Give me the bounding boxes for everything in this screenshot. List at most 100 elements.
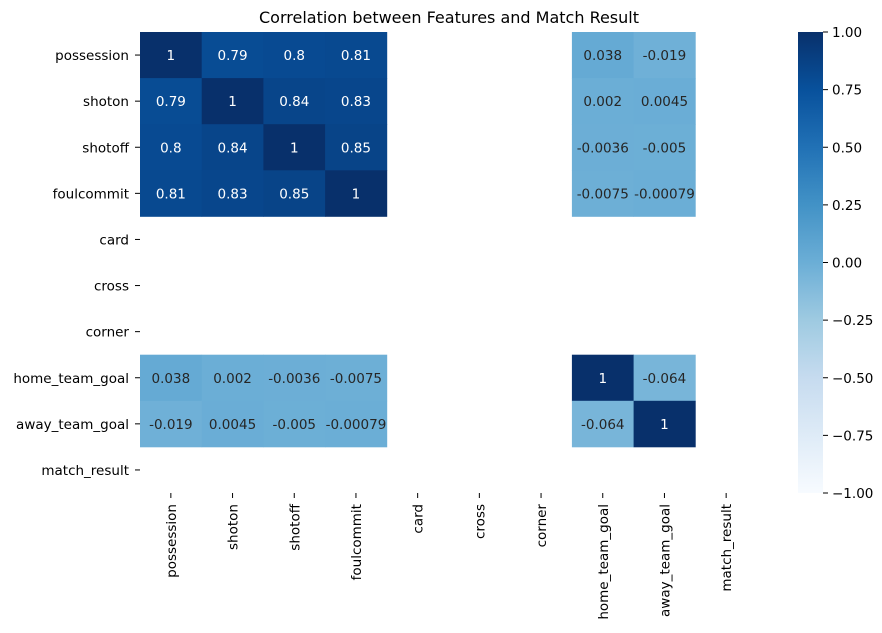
cell-annotation: 1 — [660, 417, 669, 433]
row-tick-label: home_team_goal — [13, 371, 129, 387]
cell-annotation: -0.019 — [149, 417, 193, 433]
heatmap-cell — [633, 124, 696, 171]
cell-annotation: 0.8 — [284, 48, 305, 64]
heatmap-cell — [325, 78, 388, 125]
cell-annotation: 0.79 — [156, 94, 186, 110]
colorbar: 1.00 0.75 0.50 0.25 0.00 −0.25 −0.50 −0.75 −1.00 — [798, 25, 873, 502]
heatmap-cell — [140, 354, 203, 402]
column-tick-label: possession — [164, 504, 180, 578]
cell-annotation: 0.0045 — [641, 94, 688, 110]
heatmap-cell — [263, 124, 326, 171]
column-tick-label: away_team_goal — [657, 504, 673, 617]
heatmap-cell — [263, 78, 326, 125]
heatmap-cell — [325, 32, 388, 79]
colorbar-ticks: 1.00 0.75 0.50 0.25 0.00 −0.25 −0.50 −0.75 −1.00 — [823, 25, 873, 502]
heatmap-cell — [140, 400, 203, 448]
cell-annotation: 0.0045 — [209, 417, 256, 433]
heatmap-cell — [571, 170, 634, 217]
heatmap-cell — [633, 170, 696, 217]
colorbar-tick-label: 1.00 — [832, 25, 862, 41]
cell-annotation: -0.005 — [272, 417, 316, 433]
heatmap-cell — [201, 170, 264, 217]
cell-annotation: 0.84 — [218, 140, 248, 156]
row-tick-label: possession — [55, 48, 129, 64]
cell-annotation: 0.84 — [279, 94, 309, 110]
colorbar-tick-label: 0.75 — [832, 83, 862, 99]
row-tick-label: card — [99, 232, 129, 248]
cell-annotation: 0.81 — [156, 186, 186, 202]
colorbar-tick-label: 0.25 — [832, 198, 862, 214]
cell-annotation: 0.85 — [279, 186, 309, 202]
colorbar-tick-label: −0.50 — [832, 371, 873, 387]
cell-annotation: -0.0036 — [268, 371, 320, 387]
cell-annotation: 0.85 — [341, 140, 371, 156]
cell-annotation: 1 — [167, 48, 176, 64]
cell-annotation: 1 — [228, 94, 237, 110]
heatmap-cell — [140, 170, 203, 217]
cell-annotation: -0.0036 — [577, 140, 629, 156]
heatmap-cell — [325, 354, 388, 402]
column-tick-label: cross — [472, 504, 488, 539]
colorbar-tick-label: 0.50 — [832, 140, 862, 156]
cell-annotation: 0.81 — [341, 48, 371, 64]
cell-annotation: 0.002 — [213, 371, 252, 387]
cell-annotation: -0.005 — [643, 140, 687, 156]
cell-annotation: 0.8 — [160, 140, 181, 156]
cell-annotation: 0.83 — [218, 186, 248, 202]
column-tick-label: foulcommit — [349, 504, 365, 580]
heatmap-cell — [263, 400, 326, 448]
colorbar-tick-label: 0.00 — [832, 256, 862, 272]
column-tick-label: match_result — [719, 504, 735, 592]
cell-annotation: 0.038 — [152, 371, 191, 387]
heatmap-cell — [571, 400, 634, 448]
heatmap-cell — [201, 400, 264, 448]
row-tick-label: foulcommit — [53, 186, 129, 202]
cell-annotation: -0.019 — [643, 48, 687, 64]
heatmap-cell — [140, 78, 203, 125]
heatmap-cell — [201, 32, 264, 79]
row-tick-label: shotoff — [82, 140, 129, 156]
colorbar-tick-label: −0.75 — [832, 428, 873, 444]
cell-annotation: 1 — [290, 140, 299, 156]
cell-annotation: -0.064 — [581, 417, 625, 433]
column-tick-label: shotoff — [287, 503, 303, 550]
heatmap-cell — [263, 32, 326, 79]
chart-title: Correlation between Features and Match R… — [259, 8, 639, 27]
column-tick-label: home_team_goal — [596, 504, 612, 620]
colorbar-tick-label: −0.25 — [832, 313, 873, 329]
column-tick-label: shoton — [226, 504, 242, 550]
column-tick-label: card — [411, 504, 427, 534]
heatmap-cell — [325, 400, 388, 448]
cell-annotation: 1 — [598, 371, 607, 387]
heatmap-cell — [571, 124, 634, 171]
heatmap-cell — [201, 124, 264, 171]
cell-annotation: 0.002 — [583, 94, 622, 110]
heatmap-cell — [571, 78, 634, 125]
heatmap-cell — [633, 78, 696, 125]
row-tick-label: corner — [86, 325, 130, 341]
cell-annotation: 0.83 — [341, 94, 371, 110]
heatmap-cells — [140, 32, 696, 448]
cell-annotation: 1 — [352, 186, 361, 202]
heatmap-cell — [201, 354, 264, 402]
cell-annotation: -0.064 — [643, 371, 687, 387]
heatmap-cell — [325, 124, 388, 171]
heatmap-cell — [140, 32, 203, 79]
cell-annotation: 0.79 — [218, 48, 248, 64]
heatmap-cell — [263, 170, 326, 217]
heatmap-cell — [633, 354, 696, 402]
cell-annotation: 0.038 — [583, 48, 622, 64]
row-tick-label: cross — [94, 279, 129, 295]
row-tick-label: match_result — [41, 463, 129, 479]
cell-annotation: -0.00079 — [634, 186, 695, 202]
cell-annotation: -0.0075 — [330, 371, 382, 387]
row-tick-labels: possession shoton shotoff foulcommit card cro… — [13, 48, 140, 479]
cell-annotation: -0.00079 — [326, 417, 387, 433]
row-tick-label: shoton — [83, 94, 129, 110]
colorbar-gradient — [798, 32, 823, 493]
cell-annotation: -0.0075 — [577, 186, 629, 202]
heatmap-cell — [263, 354, 326, 402]
heatmap-cell — [201, 78, 264, 125]
